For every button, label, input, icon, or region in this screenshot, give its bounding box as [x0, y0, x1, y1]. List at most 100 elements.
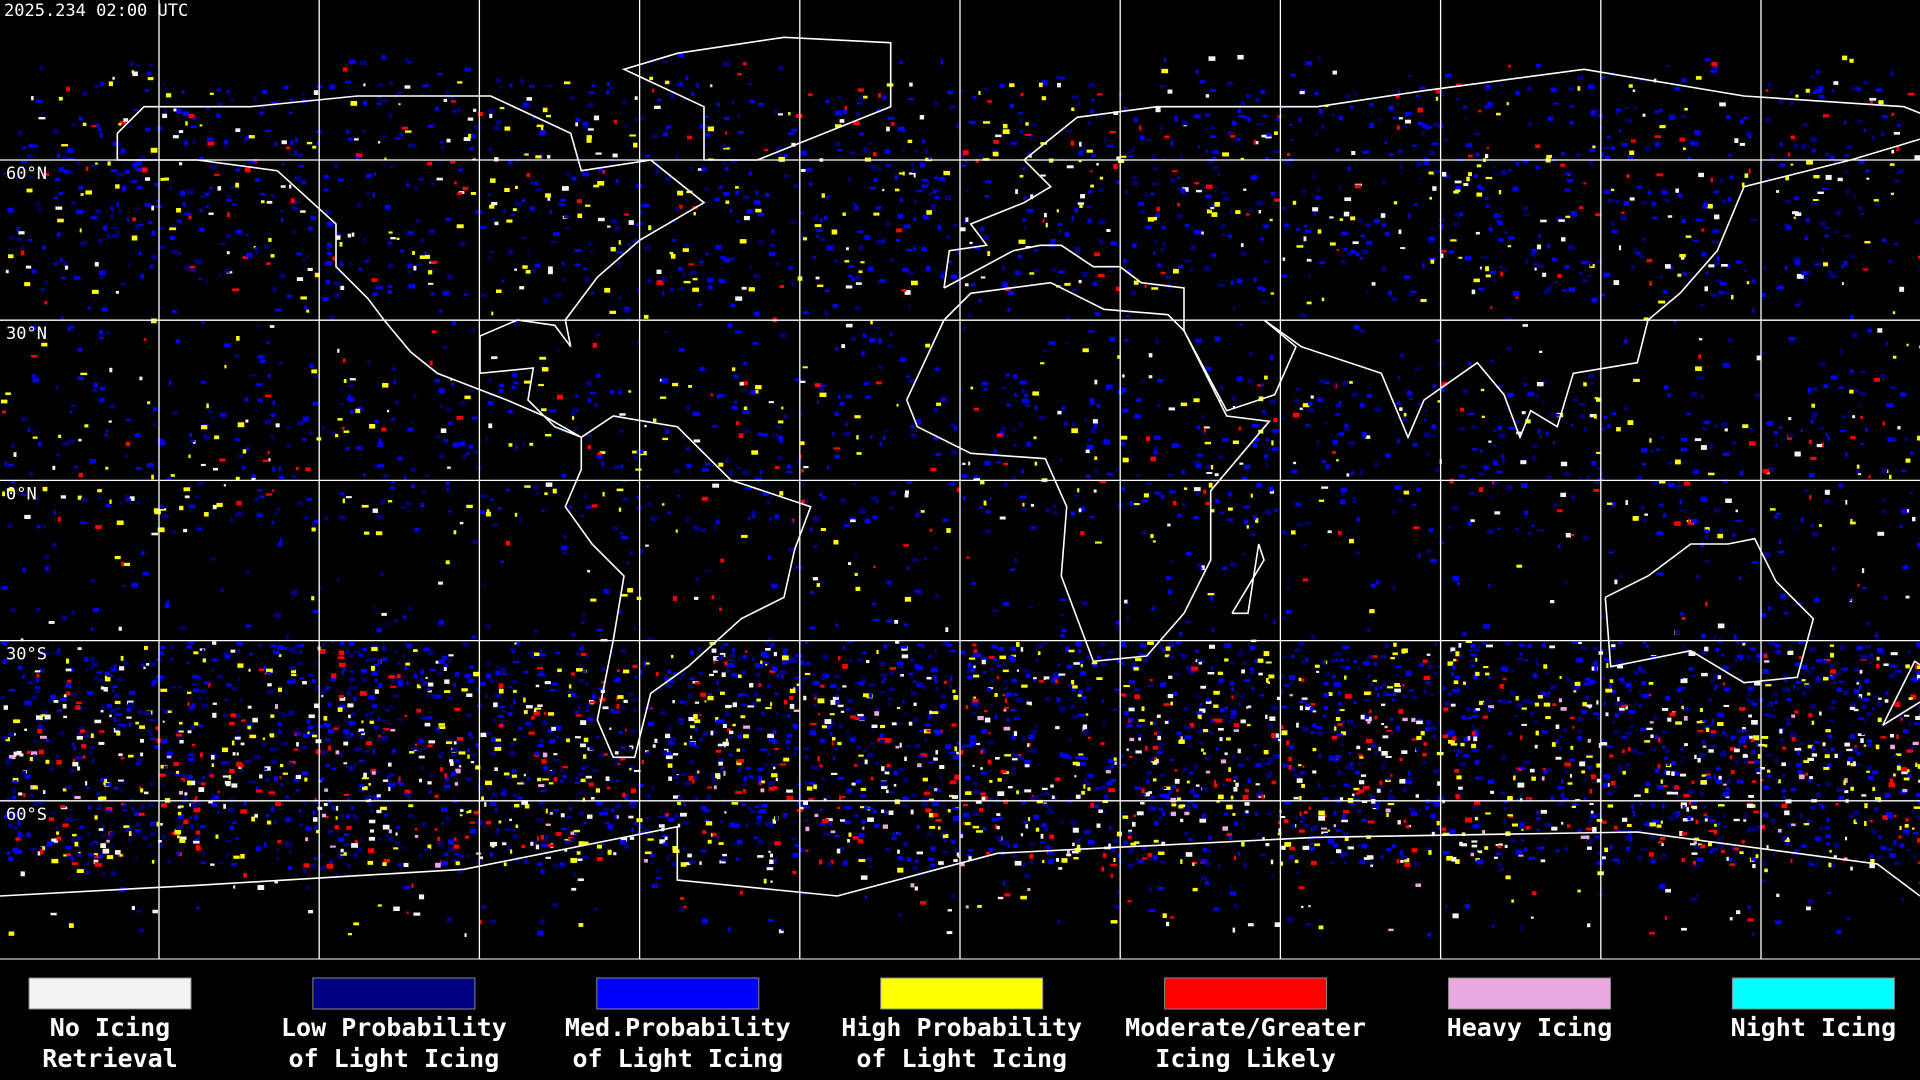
speckle — [1633, 813, 1636, 817]
speckle — [1469, 659, 1475, 663]
speckle — [1588, 819, 1593, 823]
speckle — [481, 905, 487, 909]
speckle — [1581, 260, 1588, 265]
speckle — [338, 650, 345, 655]
speckle — [995, 134, 1002, 138]
speckle — [1556, 509, 1563, 513]
speckle — [833, 447, 841, 450]
speckle — [1735, 760, 1740, 764]
speckle — [270, 436, 275, 439]
speckle — [1777, 651, 1780, 655]
speckle — [1852, 415, 1856, 419]
speckle — [259, 668, 264, 671]
speckle — [777, 455, 782, 461]
speckle — [419, 676, 424, 681]
speckle — [1492, 428, 1497, 432]
speckle — [32, 436, 38, 439]
speckle — [1568, 287, 1575, 293]
speckle — [604, 822, 610, 825]
speckle — [1014, 376, 1020, 380]
speckle — [1066, 664, 1073, 669]
speckle — [1082, 146, 1086, 152]
speckle — [1857, 87, 1862, 92]
speckle — [1796, 680, 1801, 684]
speckle — [734, 400, 737, 404]
speckle — [792, 837, 797, 841]
speckle — [1041, 80, 1048, 86]
speckle — [456, 224, 464, 229]
speckle — [1164, 654, 1170, 658]
speckle — [699, 367, 705, 371]
speckle — [400, 846, 405, 850]
speckle — [1914, 220, 1920, 224]
speckle — [12, 733, 16, 736]
speckle — [429, 360, 433, 366]
speckle — [1640, 668, 1646, 674]
speckle — [578, 841, 584, 847]
speckle — [937, 225, 941, 230]
speckle — [1367, 435, 1371, 439]
speckle — [507, 409, 513, 414]
speckle — [40, 65, 43, 71]
speckle — [743, 406, 748, 410]
speckle — [1675, 188, 1679, 193]
speckle — [1307, 259, 1312, 262]
speckle — [1675, 815, 1679, 818]
speckle — [1570, 534, 1575, 537]
speckle — [1274, 198, 1280, 202]
speckle — [412, 251, 415, 255]
speckle — [1019, 495, 1027, 499]
speckle — [1255, 763, 1262, 767]
speckle — [1011, 772, 1017, 776]
speckle — [1239, 462, 1244, 465]
speckle — [1725, 787, 1731, 791]
speckle — [511, 769, 517, 773]
speckle — [372, 292, 378, 297]
speckle — [747, 82, 753, 86]
speckle — [1844, 790, 1849, 794]
speckle — [1679, 760, 1683, 764]
speckle — [666, 856, 670, 861]
speckle — [1652, 819, 1659, 824]
speckle — [1369, 103, 1374, 107]
speckle — [1208, 482, 1213, 488]
speckle — [1112, 838, 1119, 843]
speckle — [1358, 762, 1361, 766]
speckle — [1782, 687, 1789, 692]
speckle — [340, 814, 344, 818]
speckle — [1724, 428, 1728, 432]
speckle — [772, 818, 776, 824]
speckle — [190, 824, 193, 830]
speckle — [1138, 737, 1141, 741]
speckle — [1723, 704, 1730, 707]
speckle — [1021, 684, 1028, 688]
speckle — [1011, 758, 1018, 761]
speckle — [509, 818, 512, 821]
speckle — [910, 883, 915, 888]
speckle — [1809, 647, 1817, 652]
speckle — [1543, 381, 1546, 385]
speckle — [1402, 787, 1407, 792]
speckle — [1858, 696, 1862, 699]
speckle — [277, 644, 284, 650]
speckle — [1384, 643, 1390, 649]
speckle — [795, 686, 802, 691]
speckle — [69, 808, 73, 812]
speckle — [1564, 581, 1568, 584]
speckle — [826, 818, 833, 822]
speckle — [56, 452, 60, 457]
speckle — [354, 686, 357, 689]
speckle — [390, 237, 396, 240]
speckle — [1620, 211, 1625, 214]
speckle — [737, 759, 744, 763]
speckle — [346, 814, 350, 819]
speckle — [725, 458, 730, 463]
speckle — [1411, 144, 1418, 147]
speckle — [857, 713, 864, 717]
speckle — [1317, 397, 1324, 402]
speckle — [955, 123, 961, 129]
speckle — [1333, 824, 1337, 828]
speckle — [1420, 731, 1425, 736]
speckle — [351, 814, 357, 818]
speckle — [1642, 113, 1646, 117]
